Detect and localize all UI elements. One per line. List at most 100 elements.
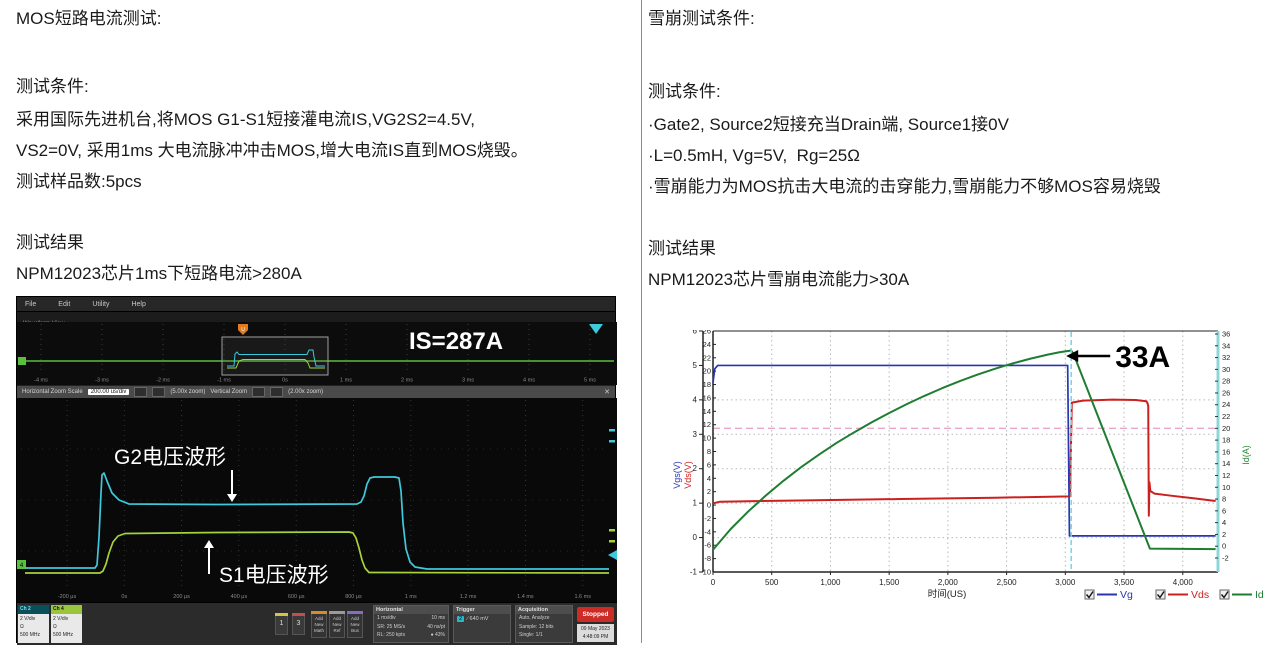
overview-time-label: 5 ms xyxy=(584,378,596,384)
vds-tick-label: -4 xyxy=(704,527,711,536)
id-tick-label: 2 xyxy=(1222,530,1226,539)
horizontal-panel-row: SR: 25 MS/s 40 ns/pt xyxy=(377,623,445,630)
legend-checkbox-id[interactable] xyxy=(1219,589,1230,600)
id-tick-label: 0 xyxy=(1222,542,1226,551)
wave-button-1[interactable]: 1 xyxy=(275,613,288,635)
acquisition-panel-row: Sample: 12 bits xyxy=(519,623,554,630)
left-result-line: NPM12023芯片1ms下短路电流>280A xyxy=(16,264,302,283)
legend-checkbox-vds[interactable] xyxy=(1155,589,1166,600)
overview-time-label: -3 ms xyxy=(95,378,109,384)
vds-tick-label: 14 xyxy=(703,407,711,416)
menu-item-help[interactable]: Help xyxy=(131,300,146,308)
id-tick-label: 30 xyxy=(1222,365,1230,374)
id-tick-label: 32 xyxy=(1222,353,1230,362)
left-conditions-label: 测试条件: xyxy=(16,77,89,96)
main-time-label: 600 μs xyxy=(288,594,305,600)
legend-label: Vg xyxy=(1120,589,1133,601)
vzoom-decrease-button[interactable] xyxy=(252,387,266,397)
vds-tick-label: 20 xyxy=(703,367,711,376)
vds-tick-label: -6 xyxy=(704,541,711,550)
id-tick-label: -2 xyxy=(1222,554,1229,563)
menu-item-utility[interactable]: Utility xyxy=(92,300,110,308)
add-new-ref-button[interactable]: Add New Ref xyxy=(329,611,345,638)
vds-tick-label: -10 xyxy=(700,568,711,577)
overview-green-trace xyxy=(227,359,325,369)
overview-time-label: 4 ms xyxy=(523,378,535,384)
trigger-panel[interactable]: Trigger 2 ∕ 640 mV xyxy=(453,605,511,643)
wave-button-3[interactable]: 3 xyxy=(292,613,305,635)
x-tick-label: 3,000 xyxy=(1055,578,1076,587)
menu-item-file[interactable]: File xyxy=(25,300,37,308)
zoom-increase-button[interactable] xyxy=(152,387,166,397)
horizontal-zoom-scale-label: Horizontal Zoom Scale xyxy=(22,389,83,395)
add-new-bus-button[interactable]: Add New Bus xyxy=(347,611,363,638)
vgs-tick-label: 2 xyxy=(693,464,698,473)
overview-zoom-box[interactable] xyxy=(221,336,329,376)
chart-grid xyxy=(713,331,1218,572)
vgs-tick-label: 4 xyxy=(693,395,698,404)
chart-graphics: 6543210-126242220181614121086420-2-4-6-8… xyxy=(672,327,1264,602)
stopped-button[interactable]: Stopped xyxy=(577,607,614,622)
id-tick-label: 6 xyxy=(1222,506,1226,515)
right-condition-lines: ·Gate2, Source2短接充当Drain端, Source1接0V ·L=… xyxy=(648,109,1161,202)
id-tick-label: 28 xyxy=(1222,377,1230,386)
condition-line: VS2=0V, 采用1ms 大电流脉冲冲击MOS,增大电流IS直到MOS烧毁。 xyxy=(16,141,528,160)
left-condition-lines: 采用国际先进机台,将MOS G1-S1短接灌电流IS,VG2S2=4.5V, VS… xyxy=(16,104,528,197)
right-result-line: NPM12023芯片雪崩电流能力>30A xyxy=(648,270,910,289)
vds-tick-label: 0 xyxy=(707,501,711,510)
overview-time-label: -2 ms xyxy=(156,378,170,384)
vzoom-increase-button[interactable] xyxy=(270,387,284,397)
trigger-position-icon xyxy=(238,324,248,335)
vds-tick-label: 4 xyxy=(707,474,711,483)
vds-tick-label: 10 xyxy=(703,434,711,443)
x-tick-label: 500 xyxy=(765,578,779,587)
condition-line: 测试样品数:5pcs xyxy=(16,172,142,191)
peak-current-label: 33A xyxy=(1115,341,1170,374)
right-conditions-label: 测试条件: xyxy=(648,82,721,101)
id-tick-label: 36 xyxy=(1222,330,1230,339)
legend-checkbox-vg[interactable] xyxy=(1084,589,1095,600)
chart-legend: Vg Vds Id xyxy=(1084,589,1264,601)
overview-time-label: -1 ms xyxy=(217,378,231,384)
main-time-label: 0s xyxy=(121,594,127,600)
vgs-tick-label: 1 xyxy=(693,499,698,508)
vds-tick-label: 16 xyxy=(703,393,711,402)
main-pane xyxy=(17,398,617,602)
horizontal-panel[interactable]: Horizontal 1 ms/div 10 ms SR: 25 MS/s 40 ns/… xyxy=(373,605,449,643)
x-axis-title: 时间(US) xyxy=(928,588,967,600)
id-tick-label: 20 xyxy=(1222,424,1230,433)
id-tick-label: 8 xyxy=(1222,495,1226,504)
vds-tick-label: 26 xyxy=(703,330,711,336)
scope-zoom-bar: Horizontal Zoom Scale 200.00 us/div (5.00x… xyxy=(17,385,615,398)
main-time-label: -200 μs xyxy=(58,594,77,600)
overview-channel-marker xyxy=(18,357,26,365)
vds-tick-label: 8 xyxy=(707,447,711,456)
id-tick-label: 12 xyxy=(1222,471,1230,480)
right-result-label: 测试结果 xyxy=(648,239,716,258)
id-tick-label: 22 xyxy=(1222,412,1230,421)
horizontal-panel-row: RL: 250 kpts ● 43% xyxy=(377,632,445,638)
id-tick-label: 4 xyxy=(1222,518,1226,527)
x-tick-label: 3,500 xyxy=(1114,578,1135,587)
zoom-bar-close-icon[interactable]: ✕ xyxy=(604,389,610,396)
horizontal-zoom-scale-value[interactable]: 200.00 us/div xyxy=(87,389,130,395)
id-curve xyxy=(712,349,1216,551)
x-tick-label: 2,500 xyxy=(997,578,1018,587)
s1-wave-label: S1电压波形 xyxy=(219,564,329,587)
vgs-tick-label: -1 xyxy=(690,568,698,577)
add-new-math-button[interactable]: Add New Math xyxy=(311,611,327,638)
main-time-label: 1.2 ms xyxy=(460,594,477,600)
zoom-decrease-button[interactable] xyxy=(134,387,148,397)
acquisition-panel[interactable]: Acquisition Auto, Analyze Sample: 12 bits S… xyxy=(515,605,573,643)
main-trigger-level-icon xyxy=(608,550,617,560)
vg-curve xyxy=(712,364,1216,537)
chart-axes: 6543210-126242220181614121086420-2-4-6-8… xyxy=(672,327,1251,601)
datetime-display: 09 May 2023 4:48:09 PM xyxy=(577,624,614,642)
menu-item-edit[interactable]: Edit xyxy=(58,300,71,308)
acquisition-panel-row: Auto, Analyze xyxy=(519,615,550,621)
id-tick-label: 24 xyxy=(1222,400,1230,409)
scope-graphics: U -4 ms -3 ms -2 ms -1 ms 0s 1 ms 2 ms 3 ms 4 ms 5… xyxy=(17,322,617,602)
